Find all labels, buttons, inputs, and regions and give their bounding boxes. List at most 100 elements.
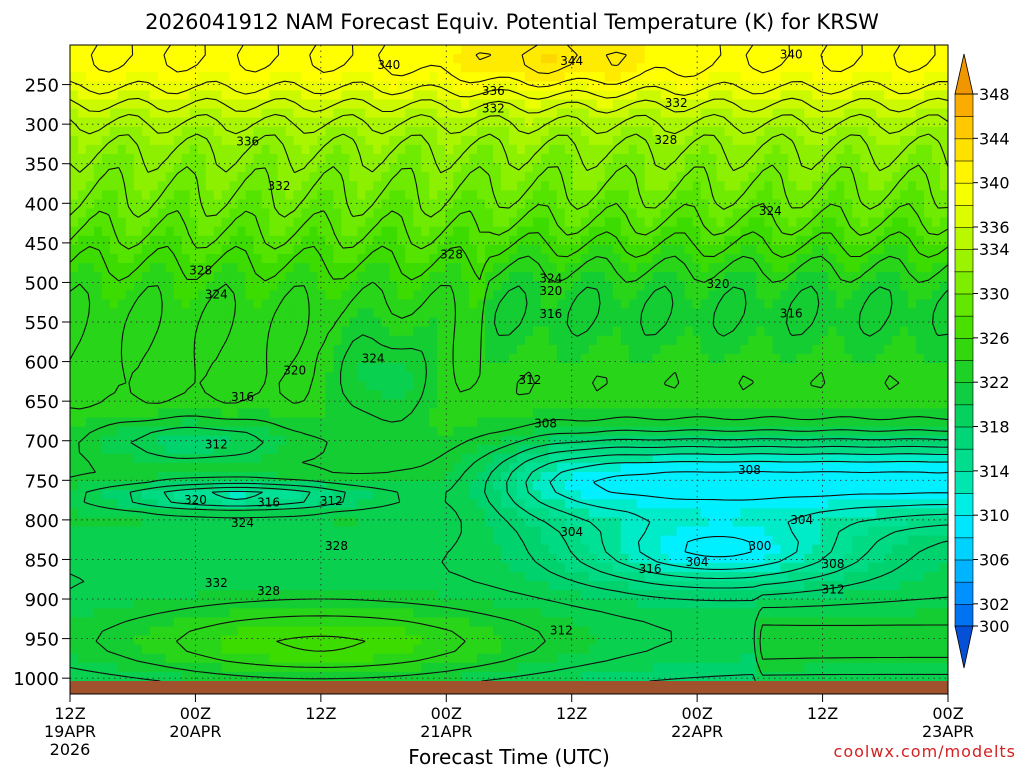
- fill-cell: [620, 444, 630, 455]
- fill-cell: [916, 444, 925, 455]
- fill-cell: [556, 144, 566, 155]
- fill-cell: [796, 63, 805, 73]
- fill-cell: [788, 326, 797, 337]
- fill-cell: [940, 272, 948, 282]
- fill-cell: [133, 417, 143, 428]
- fill-cell: [548, 281, 558, 291]
- fill-cell: [564, 181, 574, 191]
- fill-cell: [732, 444, 742, 455]
- fill-cell: [940, 190, 948, 201]
- fill-cell: [692, 208, 702, 219]
- fill-cell: [77, 226, 87, 237]
- fill-cell: [764, 208, 773, 219]
- fill-cell: [445, 372, 454, 382]
- fill-cell: [916, 154, 925, 164]
- fill-cell: [724, 408, 734, 419]
- fill-cell: [708, 135, 718, 146]
- fill-cell: [812, 163, 821, 173]
- fill-cell: [165, 281, 175, 291]
- fill-cell: [325, 372, 334, 382]
- fill-cell: [612, 226, 622, 237]
- fill-cell: [732, 308, 742, 319]
- fill-cell: [876, 299, 885, 310]
- fill-cell: [708, 444, 718, 455]
- fill-cell: [157, 381, 167, 391]
- fill-cell: [900, 72, 909, 82]
- fill-cell: [269, 190, 279, 201]
- fill-cell: [365, 426, 374, 437]
- fill-cell: [916, 72, 925, 82]
- fill-cell: [900, 108, 909, 119]
- fill-cell: [892, 326, 901, 337]
- fill-cell: [684, 326, 694, 337]
- fill-cell: [85, 263, 95, 273]
- fill-cell: [469, 290, 478, 300]
- fill-cell: [253, 308, 263, 319]
- fill-cell: [421, 45, 430, 55]
- fill-cell: [453, 226, 462, 237]
- fill-cell: [932, 63, 941, 73]
- fill-cell: [245, 154, 255, 164]
- fill-cell: [77, 244, 87, 255]
- fill-cell: [532, 190, 542, 201]
- fill-cell: [692, 417, 702, 428]
- fill-cell: [676, 335, 686, 346]
- fill-cell: [660, 299, 670, 310]
- fill-cell: [620, 272, 630, 282]
- fill-cell: [676, 353, 686, 364]
- fill-cell: [309, 226, 319, 237]
- fill-cell: [780, 208, 789, 219]
- fill-cell: [780, 126, 789, 137]
- fill-cell: [756, 117, 766, 128]
- fill-cell: [692, 390, 702, 400]
- fill-cell: [461, 135, 470, 146]
- fill-cell: [469, 308, 478, 319]
- fill-cell: [556, 335, 566, 346]
- fill-cell: [660, 326, 670, 337]
- fill-cell: [740, 344, 750, 355]
- fill-cell: [237, 381, 247, 391]
- fill-cell: [604, 399, 614, 410]
- fill-cell: [652, 253, 662, 264]
- fill-cell: [301, 208, 311, 219]
- fill-cell: [604, 45, 614, 55]
- fill-cell: [620, 308, 630, 319]
- fill-cell: [349, 163, 358, 173]
- fill-cell: [429, 72, 438, 82]
- fill-cell: [860, 344, 869, 355]
- fill-cell: [453, 272, 462, 282]
- fill-cell: [628, 417, 638, 428]
- fill-cell: [269, 235, 279, 246]
- fill-cell: [133, 199, 143, 210]
- fill-cell: [900, 135, 909, 146]
- fill-cell: [676, 308, 686, 319]
- fill-cell: [149, 372, 159, 382]
- fill-cell: [477, 81, 486, 92]
- fill-cell: [501, 90, 510, 101]
- fill-cell: [940, 281, 948, 291]
- fill-cell: [173, 299, 183, 310]
- fill-cell: [900, 426, 909, 437]
- fill-cell: [229, 390, 239, 400]
- fill-cell: [628, 108, 638, 119]
- fill-cell: [620, 408, 630, 419]
- fill-cell: [836, 372, 845, 382]
- fill-cell: [221, 308, 231, 319]
- fill-cell: [524, 181, 534, 191]
- fill-cell: [924, 226, 933, 237]
- fill-cell: [612, 399, 622, 410]
- fill-cell: [293, 372, 303, 382]
- fill-cell: [836, 190, 845, 201]
- fill-cell: [261, 144, 271, 155]
- fill-cell: [189, 326, 199, 337]
- fill-cell: [764, 126, 773, 137]
- fill-cell: [844, 253, 853, 264]
- fill-cell: [524, 144, 534, 155]
- fill-cell: [413, 81, 422, 92]
- fill-cell: [445, 154, 454, 164]
- fill-cell: [908, 235, 917, 246]
- fill-cell: [556, 263, 566, 273]
- fill-cell: [844, 353, 853, 364]
- fill-cell: [365, 199, 374, 210]
- fill-cell: [493, 208, 502, 219]
